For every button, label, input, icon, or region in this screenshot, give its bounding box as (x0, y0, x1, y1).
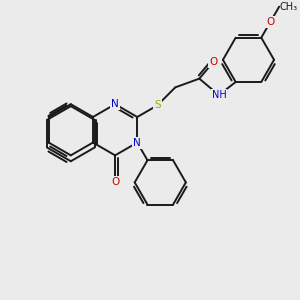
Text: S: S (154, 100, 160, 110)
Text: O: O (111, 177, 119, 187)
Text: CH₃: CH₃ (279, 2, 297, 12)
Text: O: O (209, 57, 218, 67)
Text: N: N (111, 99, 119, 109)
Text: O: O (266, 17, 274, 27)
Text: N: N (134, 138, 141, 148)
Text: NH: NH (212, 90, 226, 100)
